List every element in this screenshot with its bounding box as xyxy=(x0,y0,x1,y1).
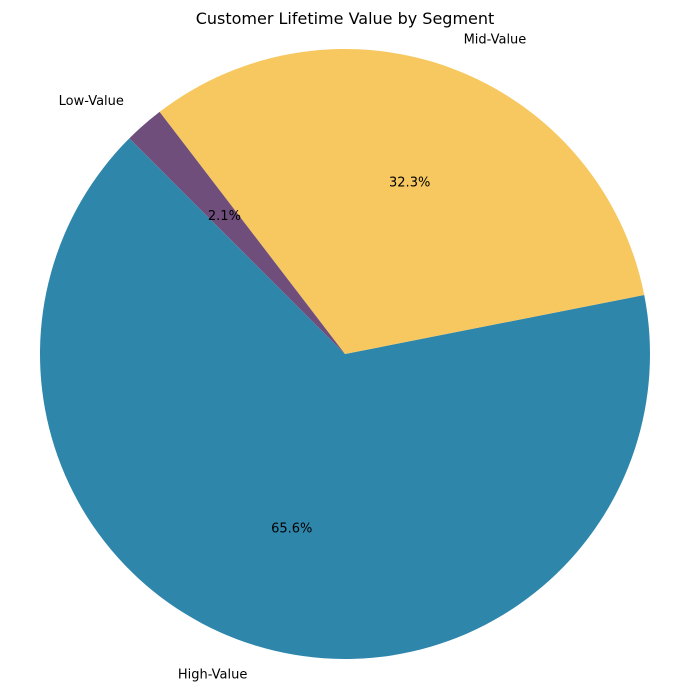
chart-title: Customer Lifetime Value by Segment xyxy=(196,9,495,28)
pie-labels: High-Value 65.6% Mid-Value 32.3% Low-Value 2.… xyxy=(59,33,527,683)
slice-label-high-value: High-Value xyxy=(178,667,248,682)
pie-slices xyxy=(40,48,651,660)
slice-percent-high-value: 65.6% xyxy=(271,522,312,537)
slice-label-mid-value: Mid-Value xyxy=(464,33,527,48)
slice-percent-mid-value: 32.3% xyxy=(389,175,430,190)
slice-mid-value xyxy=(159,48,645,354)
slice-percent-low-value: 2.1% xyxy=(208,209,241,224)
slice-low-value xyxy=(129,111,345,354)
slice-label-low-value: Low-Value xyxy=(59,94,124,109)
slice-high-value xyxy=(40,138,651,660)
